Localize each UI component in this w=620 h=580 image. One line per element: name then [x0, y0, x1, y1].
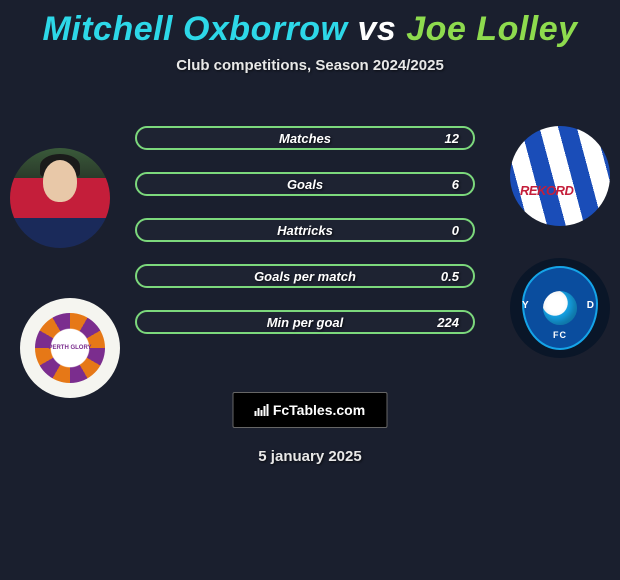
stat-label: Min per goal — [267, 315, 344, 330]
stat-label: Hattricks — [277, 223, 333, 238]
player2-name: Joe Lolley — [406, 10, 577, 48]
player1-avatar — [10, 148, 110, 248]
player1-name: Mitchell Oxborrow — [42, 10, 347, 48]
stat-label: Goals — [287, 177, 323, 192]
sydney-d: D — [587, 300, 594, 311]
stat-value: 6 — [452, 177, 459, 192]
comparison-title: Mitchell Oxborrow vs Joe Lolley — [0, 0, 620, 49]
chart-icon — [255, 404, 269, 416]
stat-row-min-per-goal: Min per goal 224 — [135, 310, 475, 334]
stat-label: Goals per match — [254, 269, 356, 284]
stat-row-matches: Matches 12 — [135, 126, 475, 150]
brand-label: FcTables.com — [273, 402, 365, 418]
subtitle: Club competitions, Season 2024/2025 — [0, 57, 620, 74]
sydney-y: Y — [522, 300, 529, 311]
stat-row-goals: Goals 6 — [135, 172, 475, 196]
sydney-badge-text: FC — [524, 330, 596, 340]
stat-value: 0 — [452, 223, 459, 238]
player2-avatar: REKORD — [510, 126, 610, 226]
stat-value: 12 — [445, 131, 459, 146]
player1-club-badge: PERTH GLORY — [20, 298, 120, 398]
stat-row-goals-per-match: Goals per match 0.5 — [135, 264, 475, 288]
soccer-ball-icon — [543, 291, 577, 325]
stat-label: Matches — [279, 131, 331, 146]
player2-club-badge: Y D FC — [510, 258, 610, 358]
stat-row-hattricks: Hattricks 0 — [135, 218, 475, 242]
jersey-sponsor-text: REKORD — [520, 183, 573, 198]
perth-badge-text: PERTH GLORY — [48, 345, 91, 352]
vs-text: vs — [357, 10, 396, 48]
stats-container: Matches 12 Goals 6 Hattricks 0 Goals per… — [135, 126, 475, 356]
date-text: 5 january 2025 — [258, 448, 361, 465]
stat-value: 224 — [437, 315, 459, 330]
fctables-logo[interactable]: FcTables.com — [233, 392, 388, 428]
stat-value: 0.5 — [441, 269, 459, 284]
